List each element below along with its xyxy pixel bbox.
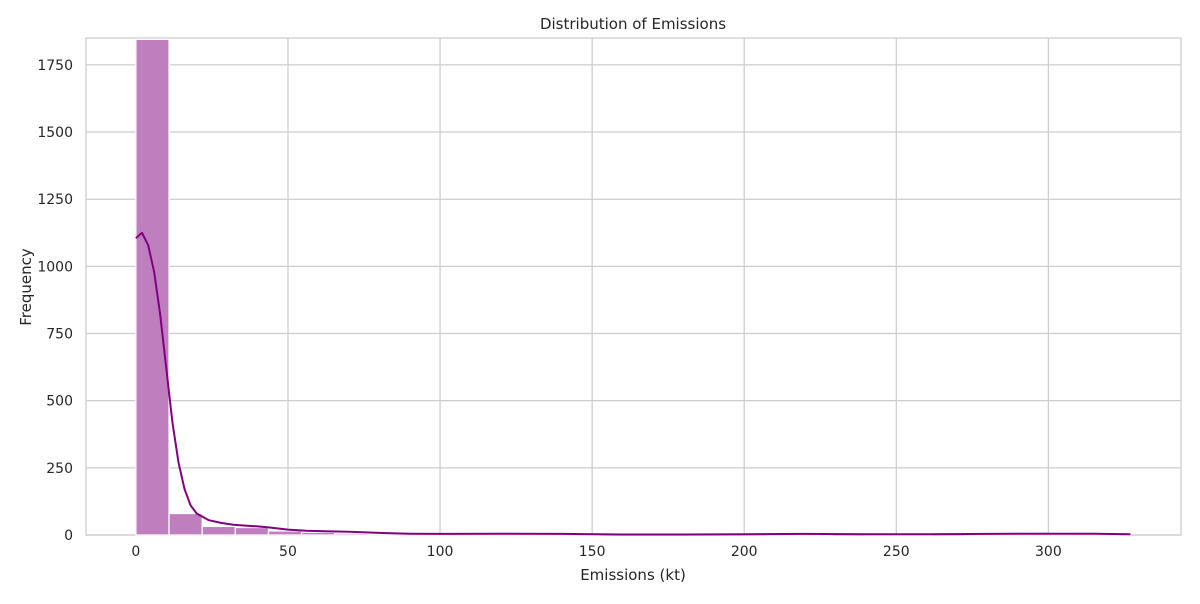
y-tick-label: 250	[46, 461, 73, 477]
plot-area	[86, 38, 1181, 535]
y-tick-label: 1250	[37, 192, 73, 208]
x-tick-label: 300	[1035, 544, 1062, 560]
y-tick-label: 750	[46, 327, 73, 343]
y-tick-label: 1750	[37, 58, 73, 74]
y-axis-label: Frequency	[17, 248, 35, 326]
x-tick-label: 0	[131, 544, 140, 560]
histogram-bar	[302, 532, 335, 535]
x-tick-label: 100	[427, 544, 454, 560]
histogram-bar	[335, 533, 368, 535]
x-tick-label: 50	[279, 544, 297, 560]
histogram-bar	[269, 531, 302, 535]
histogram-bar	[136, 39, 169, 535]
x-axis-label: Emissions (kt)	[580, 566, 686, 584]
histogram-bar	[169, 514, 202, 535]
y-tick-label: 0	[64, 528, 73, 544]
y-tick-label: 500	[46, 394, 73, 410]
chart-title: Distribution of Emissions	[540, 15, 726, 33]
y-tick-label: 1500	[37, 125, 73, 141]
x-tick-label: 150	[579, 544, 606, 560]
x-tick-label: 250	[883, 544, 910, 560]
histogram-bar	[235, 527, 268, 535]
x-tick-label: 200	[731, 544, 758, 560]
histogram-bar	[202, 526, 235, 535]
y-tick-label: 1000	[37, 259, 73, 275]
